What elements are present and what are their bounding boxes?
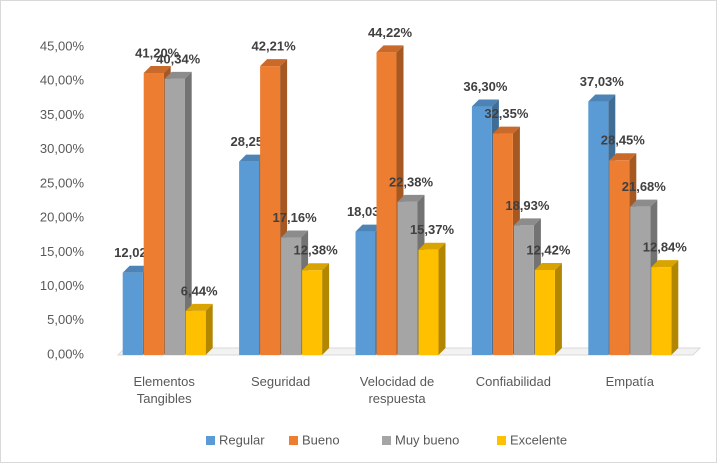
bar: [355, 231, 376, 355]
legend-label: Regular: [219, 432, 265, 447]
legend-label: Bueno: [302, 432, 340, 447]
data-label: 12,42%: [526, 242, 571, 257]
x-tick-label: Seguridad: [250, 374, 311, 389]
bar: [302, 270, 323, 355]
data-label: 15,37%: [410, 222, 455, 237]
y-tick-label: 30,00%: [40, 141, 85, 156]
bar-top: [122, 265, 150, 273]
bar-top: [185, 303, 213, 311]
legend-swatch: [382, 436, 391, 445]
bar-top: [513, 218, 541, 226]
bar-top: [609, 153, 637, 161]
data-label: 28,45%: [601, 133, 646, 148]
data-label: 41,20%: [135, 45, 180, 60]
bar: [471, 106, 492, 356]
data-label: 44,22%: [368, 25, 413, 40]
bar-top: [355, 224, 383, 232]
bar: [185, 310, 206, 355]
data-label: 32,35%: [484, 106, 529, 121]
bar-top: [534, 262, 562, 270]
data-label: 22,38%: [389, 174, 434, 189]
bar: [609, 160, 630, 355]
bar: [397, 201, 418, 355]
bar-top: [143, 66, 171, 74]
bar-top: [376, 45, 404, 53]
bar-top: [302, 263, 330, 271]
y-tick-label: 45,00%: [40, 38, 85, 53]
y-tick-label: 25,00%: [40, 175, 85, 190]
y-tick-label: 0,00%: [47, 346, 84, 361]
y-tick-label: 5,00%: [47, 312, 84, 327]
bar: [492, 133, 513, 355]
bar-top: [418, 242, 446, 250]
bar-top: [630, 199, 658, 207]
x-tick-label: Empatía: [605, 374, 654, 389]
data-label: 37,03%: [580, 74, 625, 89]
bar: [513, 225, 534, 355]
bar-top: [397, 194, 425, 202]
bar: [588, 101, 609, 355]
data-label: 36,30%: [463, 79, 508, 94]
data-label: 17,16%: [273, 210, 318, 225]
bar-side: [322, 263, 330, 355]
legend-swatch: [497, 436, 506, 445]
bar: [164, 78, 185, 355]
bar-top: [651, 260, 679, 268]
y-tick-label: 10,00%: [40, 278, 85, 293]
bar-top: [260, 59, 288, 67]
bar-top: [281, 230, 309, 238]
bar: [630, 206, 651, 355]
y-tick-label: 35,00%: [40, 107, 85, 122]
bar: [651, 267, 672, 355]
bar: [418, 249, 439, 355]
bar-side: [184, 71, 192, 355]
data-label: 21,68%: [622, 179, 667, 194]
bar-top: [471, 99, 499, 107]
bar-top: [492, 126, 520, 134]
y-tick-label: 20,00%: [40, 210, 85, 225]
bar-side: [205, 303, 213, 355]
bar-top: [588, 94, 616, 102]
bar: [260, 66, 281, 355]
data-label: 12,84%: [643, 240, 688, 255]
legend-label: Muy bueno: [395, 432, 459, 447]
legend-swatch: [289, 436, 298, 445]
bar: [122, 272, 143, 355]
y-tick-label: 15,00%: [40, 244, 85, 259]
y-tick-label: 40,00%: [40, 73, 85, 88]
data-label: 40,34%: [156, 51, 201, 66]
x-tick-label: Confiabilidad: [475, 374, 551, 389]
bar: [534, 269, 555, 355]
legend-swatch: [206, 436, 215, 445]
bar: [143, 73, 164, 356]
legend-label: Excelente: [510, 432, 567, 447]
bar: [376, 52, 397, 356]
bar-side: [554, 262, 562, 355]
bar-side: [438, 242, 446, 355]
data-label: 42,21%: [252, 39, 297, 54]
data-label: 12,38%: [294, 243, 339, 258]
data-label: 18,93%: [505, 198, 550, 213]
bar-top: [164, 71, 192, 79]
bar: [281, 237, 302, 355]
x-tick-label: Velocidad de respuesta: [359, 374, 435, 406]
data-label: 6,44%: [181, 283, 218, 298]
bar-top: [239, 154, 267, 162]
x-tick-label: Elementos Tangibles: [133, 374, 195, 406]
bar-side: [671, 260, 679, 355]
bar: [239, 161, 260, 355]
